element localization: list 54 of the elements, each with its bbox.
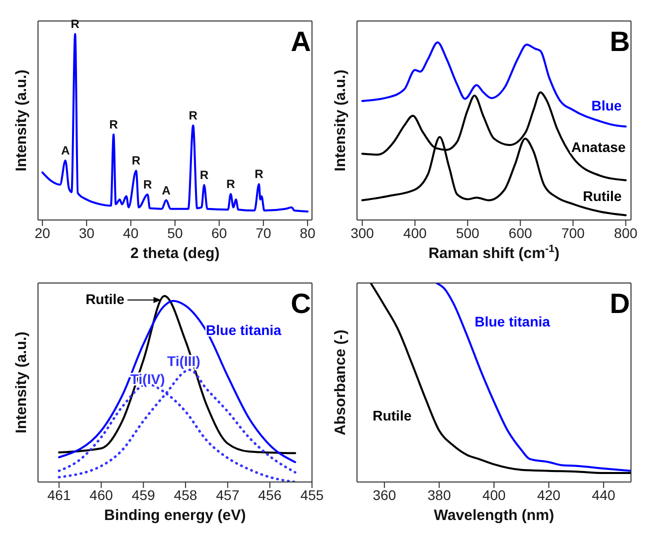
annotation: R	[200, 168, 209, 182]
x-tick-label: 458	[174, 486, 198, 503]
annotation: D	[610, 288, 630, 320]
annotation: A	[290, 26, 311, 58]
y-axis-title: Intensity (a.u.)	[12, 332, 30, 434]
x-tick-label: 700	[561, 224, 585, 241]
x-tick-label: 456	[258, 486, 282, 503]
y-axis-title: Absorbance (-)	[332, 330, 349, 436]
annotation: A	[162, 183, 171, 198]
x-tick-label: 360	[372, 486, 396, 503]
x-tick-label: 60	[211, 224, 228, 241]
x-tick-label: 400	[482, 486, 506, 503]
annotation: C	[290, 288, 311, 320]
annotation: R	[254, 167, 264, 182]
annotation: R	[109, 117, 118, 132]
x-tick-label: 600	[508, 224, 532, 241]
y-axis-title: Intensity (a.u.)	[12, 70, 30, 172]
x-tick-label: 800	[614, 224, 638, 241]
legend-label: Rutile	[86, 290, 125, 307]
x-tick-label: 20	[34, 224, 50, 241]
x-tick-label: 400	[403, 224, 427, 241]
x-tick-label: 500	[456, 224, 480, 241]
x-axis-title: Raman shift (cm$^{-1}$)	[428, 243, 560, 262]
x-tick-label: 459	[132, 486, 156, 503]
annotation: A	[61, 143, 70, 158]
x-tick-label: 460	[90, 486, 114, 503]
x-tick-label: 461	[47, 486, 71, 503]
x-tick-label: 420	[537, 486, 561, 503]
x-axis-title: Binding energy (eV)	[104, 507, 246, 524]
x-tick-label: 440	[592, 486, 616, 503]
x-tick-label: 50	[167, 224, 183, 241]
series-label: Blue	[591, 97, 622, 114]
x-tick-label: 457	[216, 486, 240, 503]
series-label: Anatase	[571, 138, 626, 155]
x-tick-label: 80	[300, 224, 316, 241]
x-tick-label: 300	[350, 224, 374, 241]
annotation: R	[143, 178, 152, 192]
x-tick-label: 40	[123, 224, 139, 241]
annotation: R	[132, 154, 141, 168]
annotation: R	[70, 17, 80, 32]
series-label: Blue titania	[206, 322, 282, 338]
annotation: B	[610, 26, 630, 58]
x-tick-label: 455	[300, 486, 324, 503]
x-axis-title: 2 theta (deg)	[130, 245, 220, 262]
annotation: R	[226, 176, 236, 191]
y-axis-title: Intensity (a.u.)	[332, 70, 349, 172]
series-label: Blue titania	[474, 313, 550, 330]
x-axis-title: Wavelength (nm)	[434, 507, 554, 524]
series-label: Rutile	[582, 188, 622, 204]
x-tick-label: 380	[428, 486, 452, 503]
x-tick-label: 70	[256, 224, 272, 241]
x-tick-label: 30	[78, 224, 95, 241]
annotation: R	[188, 108, 198, 123]
series-label: Rutile	[372, 407, 412, 424]
